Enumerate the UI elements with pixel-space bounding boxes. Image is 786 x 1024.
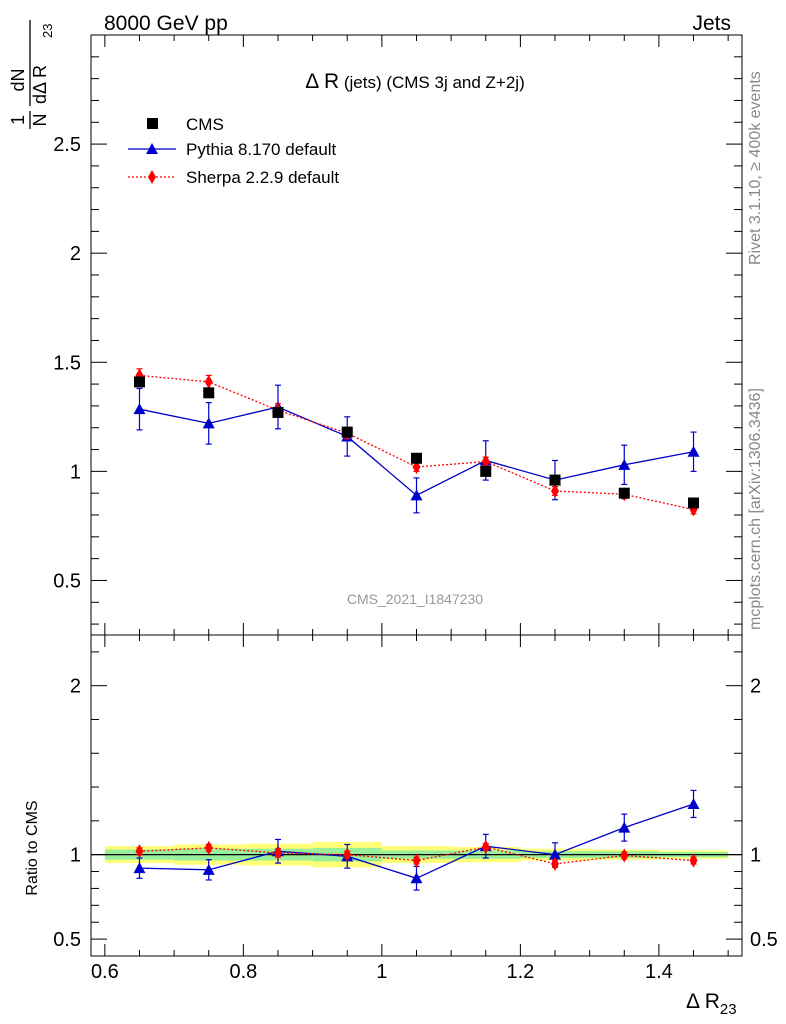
point-cms	[480, 465, 492, 477]
ratio-point-pythia	[202, 863, 215, 875]
point-cms	[272, 406, 284, 418]
ratio-point-sherpa	[204, 840, 213, 855]
legend-entry-pythia: Pythia 8.170 default	[128, 140, 337, 159]
y-axis-label-main: 1 N dN dΔ R 23	[8, 20, 55, 129]
analysis-watermark: CMS_2021_I1847230	[347, 591, 483, 607]
x-tick-label: 0.6	[91, 961, 119, 983]
point-pythia	[618, 458, 631, 470]
x-tick-label: 1.4	[645, 961, 673, 983]
legend-label-cms: CMS	[186, 115, 224, 134]
ratio-point-sherpa	[481, 840, 490, 855]
svg-text:dΔ R: dΔ R	[30, 65, 50, 104]
legend-marker-sherpa	[148, 170, 156, 184]
y-tick-label-main: 0.5	[53, 570, 81, 592]
x-axis-label: Δ R23	[686, 990, 737, 1018]
y-tick-label-main: 2	[70, 243, 81, 265]
y-tick-label-ratio-right: 1	[750, 845, 761, 867]
ratio-point-sherpa	[343, 847, 352, 862]
ratio-point-sherpa	[620, 848, 629, 863]
point-cms	[341, 426, 353, 438]
point-pythia	[410, 489, 423, 501]
ratio-plot-frame	[90, 634, 743, 957]
point-sherpa	[204, 374, 213, 389]
x-tick-label: 1	[376, 961, 387, 983]
y-tick-label-ratio-right: 0.5	[750, 929, 778, 951]
y-tick-label-ratio: 0.5	[53, 929, 81, 951]
point-cms	[133, 376, 145, 388]
point-sherpa	[481, 454, 490, 469]
legend-entry-cms: CMS	[147, 115, 224, 134]
point-pythia	[687, 445, 700, 457]
rivet-version-label: Rivet 3.1.10, ≥ 400k events	[747, 71, 764, 265]
svg-text:dN: dN	[8, 68, 28, 91]
header-energy-label: 8000 GeV pp	[104, 12, 228, 35]
series-line-sherpa	[139, 374, 694, 511]
point-cms	[549, 474, 561, 486]
ratio-point-sherpa	[273, 845, 282, 860]
legend-marker-cms	[147, 118, 158, 129]
x-tick-label: 0.8	[229, 961, 257, 983]
legend-entry-sherpa: Sherpa 2.2.9 default	[128, 168, 339, 187]
ratio-point-sherpa	[689, 853, 698, 868]
y-axis-label-ratio: Ratio to CMS	[24, 800, 41, 895]
point-cms	[618, 487, 630, 499]
point-cms	[411, 452, 422, 464]
y-tick-label-main: 1	[70, 461, 81, 483]
legend-marker-pythia	[146, 143, 158, 154]
legend: CMS Pythia 8.170 default Sherpa 2.2.9 de…	[128, 115, 339, 187]
y-tick-label-ratio: 2	[70, 676, 81, 698]
ratio-point-pythia	[410, 872, 423, 884]
ratio-point-pythia	[549, 848, 562, 860]
point-sherpa	[551, 484, 560, 498]
ratio-point-sherpa	[412, 853, 421, 868]
header-category-label: Jets	[692, 12, 731, 35]
y-tick-label-main: 1.5	[53, 352, 81, 374]
ratio-point-sherpa	[551, 856, 560, 871]
point-cms	[688, 497, 700, 509]
ratio-point-sherpa	[135, 844, 144, 859]
point-pythia	[133, 403, 146, 415]
x-tick-label: 1.2	[506, 961, 534, 983]
y-tick-label-main: 2.5	[53, 134, 81, 156]
ratio-point-pythia	[618, 821, 631, 833]
plot-content: 0.6 0.8 1 1.2 1.4 0.5 1 1.5 2 2.5 0.5 0.5 1 1 2 2	[53, 35, 778, 983]
svg-text:23: 23	[40, 24, 55, 38]
ratio-point-pythia	[133, 862, 146, 874]
svg-text:N: N	[30, 114, 50, 127]
point-pythia	[202, 417, 215, 429]
svg-text:1: 1	[8, 115, 28, 125]
ratio-point-pythia	[687, 797, 700, 809]
legend-label-pythia: Pythia 8.170 default	[186, 140, 337, 159]
y-tick-label-ratio: 1	[70, 845, 81, 867]
y-tick-label-ratio-right: 2	[750, 676, 761, 698]
legend-label-sherpa: Sherpa 2.2.9 default	[186, 168, 339, 187]
point-cms	[203, 387, 215, 399]
plot-title: Δ R (jets) (CMS 3j and Z+2j)	[305, 70, 525, 93]
mcplots-label: mcplots.cern.ch [arXiv:1306.3436]	[747, 388, 764, 630]
